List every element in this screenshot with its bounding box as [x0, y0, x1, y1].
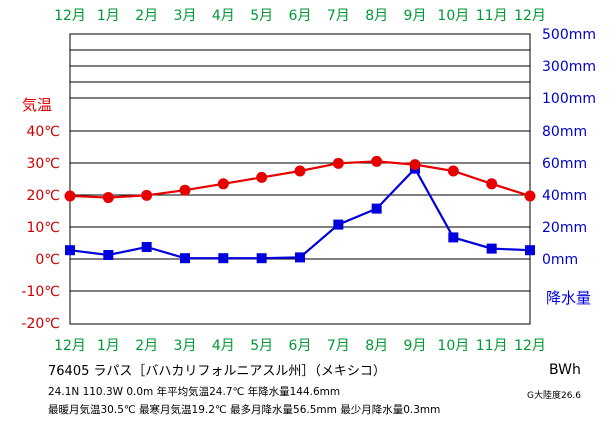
bottom-month-label: 2月	[135, 338, 158, 354]
temperature-tick-label: -20℃	[21, 316, 60, 332]
temperature-point	[409, 159, 421, 171]
station-summary: 24.1N 110.3W 0.0m 年平均気温24.7℃ 年降水量144.6mm	[48, 386, 341, 398]
bottom-month-labels: 12月 1月 2月 3月 4月 5月 6月 7月 8月 9月 10月 11月 12月	[54, 338, 546, 354]
top-month-labels: 12月 1月 2月 3月 4月 5月 6月 7月 8月 9月 10月 11月 12月	[54, 8, 546, 24]
precipitation-tick-label: 60mm	[542, 156, 587, 172]
bottom-month-label: 10月	[437, 338, 469, 354]
temperature-tick-label: 0℃	[35, 252, 60, 268]
top-month-label: 12月	[514, 8, 546, 24]
precipitation-point	[333, 219, 344, 230]
top-month-label: 1月	[97, 8, 120, 24]
temperature-axis-ticks: 40℃ 30℃ 20℃ 10℃ 0℃ -10℃ -20℃	[21, 124, 60, 332]
bottom-month-label: 3月	[174, 338, 197, 354]
top-month-label: 3月	[174, 8, 197, 24]
station-extremes: 最暖月気温30.5℃ 最寒月気温19.2℃ 最多月降水量56.5mm 最少月降水…	[48, 404, 441, 416]
precipitation-point	[448, 232, 459, 243]
temperature-tick-label: -10℃	[21, 284, 60, 300]
precipitation-point	[525, 245, 535, 256]
top-month-label: 5月	[250, 8, 273, 24]
precipitation-tick-label: 80mm	[542, 124, 587, 140]
precipitation-tick-label: 100mm	[542, 91, 596, 107]
precipitation-line	[69, 166, 531, 260]
bottom-month-label: 1月	[97, 338, 120, 354]
precipitation-point	[295, 252, 305, 263]
plot-frame	[69, 33, 531, 325]
temperature-point	[486, 178, 498, 190]
precipitation-tick-label: 500mm	[542, 27, 596, 43]
temperature-point	[524, 190, 536, 202]
temperature-point	[179, 184, 191, 196]
bottom-month-label: 9月	[404, 338, 427, 354]
precipitation-point	[65, 245, 75, 256]
grid-lines	[69, 33, 531, 325]
precipitation-tick-label: 0mm	[542, 252, 578, 268]
precipitation-point	[371, 203, 382, 214]
precipitation-point	[486, 243, 497, 254]
temperature-point	[64, 190, 76, 202]
temperature-series	[64, 155, 536, 204]
temperature-tick-label: 10℃	[26, 220, 60, 236]
precipitation-point	[256, 253, 267, 264]
station-title: 76405 ラパス［バハカリフォルニアスル州］（メキシコ）	[48, 364, 386, 379]
temperature-point	[371, 155, 383, 167]
temperature-point	[447, 165, 459, 177]
precipitation-series	[65, 163, 535, 264]
bottom-month-label: 4月	[212, 338, 235, 354]
precipitation-point	[103, 250, 114, 260]
top-month-label: 9月	[404, 8, 427, 24]
top-month-label: 2月	[135, 8, 158, 24]
precipitation-axis-ticks: 500mm 300mm 100mm 80mm 60mm 40mm 20mm 0mm	[542, 27, 596, 268]
temperature-point	[294, 165, 306, 177]
bottom-month-label: 12月	[54, 338, 86, 354]
top-month-label: 8月	[365, 8, 388, 24]
temperature-tick-label: 20℃	[26, 188, 60, 204]
temperature-point	[217, 178, 229, 190]
top-month-label: 4月	[212, 8, 235, 24]
top-month-label: 11月	[476, 8, 508, 24]
precipitation-point	[218, 253, 229, 264]
top-month-label: 10月	[437, 8, 469, 24]
temperature-tick-label: 30℃	[26, 156, 60, 172]
top-month-label: 12月	[54, 8, 86, 24]
temperature-point	[256, 171, 268, 183]
bottom-month-label: 7月	[327, 338, 350, 354]
temperature-point	[102, 192, 114, 204]
temperature-axis-label: 気温	[22, 96, 52, 114]
bottom-month-label: 6月	[289, 338, 312, 354]
temperature-tick-label: 40℃	[26, 124, 60, 140]
precipitation-tick-label: 20mm	[542, 220, 587, 236]
bottom-month-label: 12月	[514, 338, 546, 354]
precipitation-point	[180, 253, 190, 264]
temperature-point	[141, 189, 153, 201]
precipitation-tick-label: 40mm	[542, 188, 587, 204]
top-month-label: 6月	[289, 8, 312, 24]
top-month-label: 7月	[327, 8, 350, 24]
bottom-month-label: 5月	[250, 338, 273, 354]
precipitation-tick-label: 300mm	[542, 59, 596, 75]
bottom-month-label: 11月	[476, 338, 508, 354]
temperature-point	[332, 157, 344, 169]
continentality-index: G大陸度26.6	[527, 391, 582, 401]
bottom-month-label: 8月	[365, 338, 388, 354]
precipitation-axis-label: 降水量	[546, 289, 591, 307]
climate-classification: BWh	[549, 362, 581, 378]
precipitation-point	[141, 242, 152, 252]
